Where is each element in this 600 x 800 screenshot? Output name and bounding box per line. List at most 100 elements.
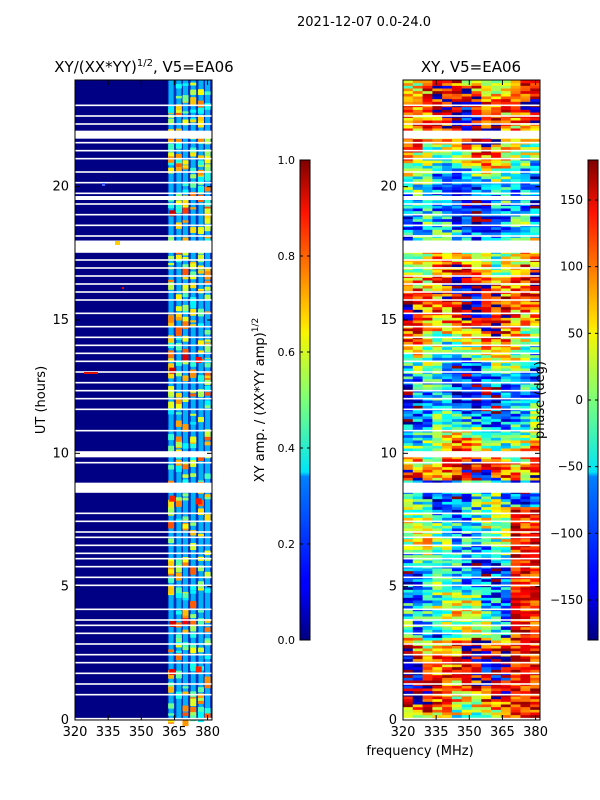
phase-cell <box>510 341 521 345</box>
phase-cell <box>442 533 453 537</box>
phase-cell <box>481 504 492 508</box>
phase-cell <box>412 410 424 414</box>
phase-cell <box>500 98 512 102</box>
phase-cell <box>412 186 424 190</box>
amp-rfi-hotspot <box>169 367 176 374</box>
phase-cell <box>432 674 443 678</box>
phase-cell <box>451 354 463 358</box>
phase-cell <box>530 256 541 260</box>
phase-cell <box>481 426 492 430</box>
phase-cell <box>451 706 463 710</box>
phase-cell <box>451 514 463 518</box>
phase-cell <box>451 546 463 550</box>
phase-cell <box>412 277 424 281</box>
phase-cell <box>422 184 433 188</box>
phase-cell <box>530 602 541 606</box>
amp-rfi-blob <box>190 227 197 233</box>
phase-cell <box>403 117 414 121</box>
phase-cell <box>412 128 424 132</box>
phase-cell <box>432 600 443 604</box>
phase-cell <box>422 376 433 380</box>
phase-cell <box>500 616 512 620</box>
phase-cell <box>500 88 512 92</box>
phase-cell <box>481 301 492 305</box>
phase-ytick-label: 0 <box>389 713 397 728</box>
amp-mottle-low <box>75 80 163 720</box>
phase-cell <box>530 229 541 233</box>
phase-cell <box>491 272 502 276</box>
phase-cell <box>530 309 541 313</box>
phase-cell <box>403 648 414 652</box>
phase-cell <box>422 650 433 654</box>
phase-cell <box>412 680 424 684</box>
phase-cell <box>432 186 443 190</box>
phase-cell <box>510 533 521 537</box>
phase-cell <box>442 669 453 673</box>
amp-rfi-blob <box>190 174 197 179</box>
phase-cell <box>530 474 541 478</box>
phase-cell <box>481 168 492 172</box>
amp-rfi-blob <box>204 496 211 500</box>
phase-cell <box>442 368 453 372</box>
phase-cell <box>481 480 492 484</box>
phase-cell <box>451 346 463 350</box>
phase-cell <box>442 405 453 409</box>
phase-cell <box>500 176 512 180</box>
amp-rfi-blob <box>197 107 204 112</box>
phase-cell <box>481 85 492 89</box>
amp-rfi-blob <box>168 538 175 544</box>
phase-cell <box>422 562 433 566</box>
phase-cell <box>520 573 531 577</box>
amp-rfi-blob <box>197 697 204 701</box>
phase-cell <box>412 178 424 182</box>
phase-cell <box>500 664 512 668</box>
phase-cell <box>520 386 531 390</box>
amp-rfi-blob <box>197 155 204 159</box>
amp-rfi-blob <box>204 429 211 437</box>
amp-rfi-hotspot <box>169 495 176 502</box>
phase-cell <box>471 597 482 601</box>
phase-cell <box>471 528 482 532</box>
phase-cell <box>471 477 482 481</box>
phase-cell <box>432 650 443 654</box>
phase-cell <box>491 178 502 182</box>
phase-cell <box>510 594 521 598</box>
phase-cell <box>442 586 453 590</box>
phase-cell <box>461 357 472 361</box>
phase-cell <box>461 277 472 281</box>
amp-rfi-blob <box>175 500 182 507</box>
phase-cell <box>422 368 433 372</box>
amp-flag-line <box>75 344 212 347</box>
phase-cell <box>530 418 541 422</box>
phase-cell <box>520 269 531 273</box>
phase-cell <box>432 581 443 585</box>
phase-cell <box>481 410 492 414</box>
amp-flag-line <box>75 520 212 523</box>
phase-cell <box>491 626 502 630</box>
phase-cell <box>461 328 472 332</box>
phase-cell <box>403 82 414 86</box>
phase-cell <box>461 698 472 702</box>
amp-flag-line <box>75 224 212 227</box>
phase-cell <box>451 522 463 526</box>
phase-cell <box>530 696 541 700</box>
amp-rfi-blob <box>168 434 175 441</box>
phase-cell <box>530 674 541 678</box>
phase-cell <box>510 666 521 670</box>
phase-cell <box>451 322 463 326</box>
phase-cell <box>451 205 463 209</box>
amp-rfi-blob <box>204 149 211 157</box>
phase-cell <box>530 296 541 300</box>
phase-cell <box>442 152 453 156</box>
phase-cell <box>481 664 492 668</box>
phase-cell <box>442 592 453 596</box>
phase-cell <box>432 184 443 188</box>
phase-cell <box>520 506 531 510</box>
phase-ytick-label: 5 <box>389 580 397 595</box>
phase-cell <box>491 685 502 689</box>
phase-cell <box>451 216 463 220</box>
phase-cell <box>471 568 482 572</box>
phase-cell <box>442 573 453 577</box>
phase-cell <box>461 264 472 268</box>
phase-cell <box>491 317 502 321</box>
